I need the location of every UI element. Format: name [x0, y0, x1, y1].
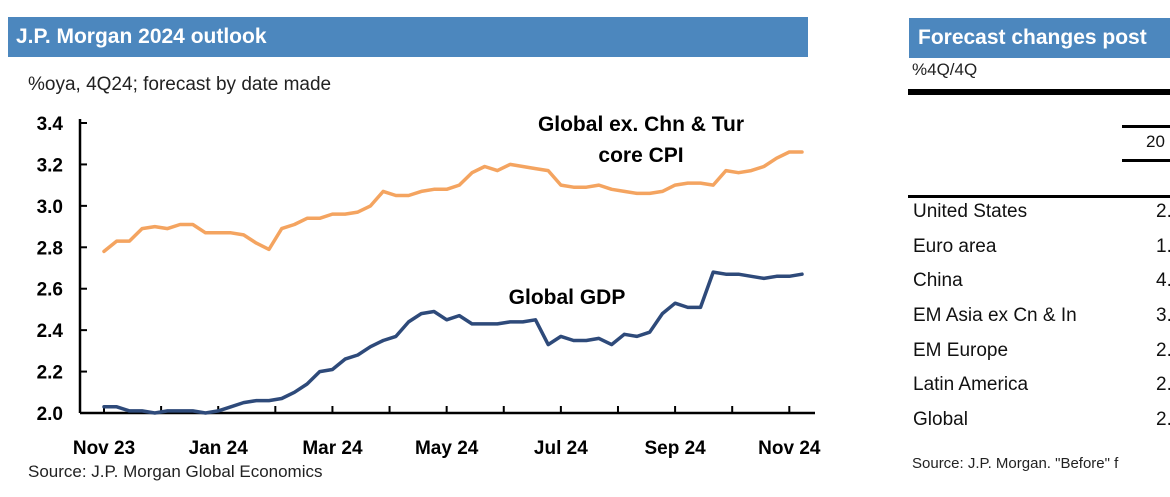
chart-source: Source: J.P. Morgan Global Economics: [28, 462, 323, 481]
series-label: core CPI: [598, 144, 683, 167]
row-value: 4.: [1156, 270, 1170, 291]
x-tick-label: Nov 23: [73, 438, 135, 459]
table-row: EM Asia ex Cn & In 3.: [913, 305, 1170, 335]
x-tick-label: Mar 24: [302, 438, 363, 459]
row-name: Euro area: [913, 236, 997, 257]
table-header-rule: [908, 195, 1170, 198]
y-tick-label: 3.4: [37, 114, 64, 135]
row-name: China: [913, 270, 963, 291]
table-title: Forecast changes post: [918, 26, 1147, 49]
table-title-bar: Forecast changes post: [909, 18, 1170, 58]
y-tick-label: 3.0: [37, 197, 63, 218]
row-name: EM Europe: [913, 340, 1009, 361]
table-row: Euro area 1.: [913, 236, 1170, 266]
year-header-bottom-rule: [1122, 159, 1170, 162]
row-name: Global: [913, 409, 968, 430]
y-tick-label: 2.2: [37, 363, 63, 384]
series-label: Global GDP: [509, 286, 626, 309]
table-row: United States 2.: [913, 201, 1170, 231]
row-value: 2.: [1156, 409, 1170, 430]
row-value: 2.: [1156, 201, 1170, 222]
table-row: EM Europe 2.: [913, 340, 1170, 370]
y-tick-label: 2.0: [37, 404, 63, 425]
table-source: Source: J.P. Morgan. "Before" f: [912, 455, 1119, 472]
y-tick-label: 2.4: [37, 321, 64, 342]
year-header-top-rule: [1122, 125, 1170, 128]
table-top-rule: [908, 89, 1170, 95]
x-tick-label: Jan 24: [189, 438, 249, 459]
table-row: Global 2.: [913, 409, 1170, 439]
row-value: 3.: [1156, 305, 1170, 326]
table-subtitle: %4Q/4Q: [912, 60, 978, 79]
series-label: Global ex. Chn & Tur: [538, 113, 744, 136]
line-chart: 2.0 2.2 2.4 2.6 2.8 3.0 3.2 3.4 Nov 23 Jan 24 Mar…: [37, 113, 821, 459]
row-value: 2.: [1156, 374, 1170, 395]
series-lines: [102, 150, 804, 415]
table-row: China 4.: [913, 270, 1170, 300]
chart-title: J.P. Morgan 2024 outlook: [16, 25, 267, 48]
y-tick-label: 3.2: [37, 155, 63, 176]
global-gdp-line: [102, 270, 804, 415]
row-name: Latin America: [913, 374, 1029, 395]
chart-subtitle: %oya, 4Q24; forecast by date made: [28, 74, 332, 95]
x-tick-label: Jul 24: [534, 438, 588, 459]
chart-title-bar: J.P. Morgan 2024 outlook: [8, 17, 808, 57]
row-value: 1.: [1156, 236, 1170, 257]
core-cpi-line: [102, 150, 804, 254]
x-tick-label: Nov 24: [758, 438, 821, 459]
y-tick-label: 2.8: [37, 238, 63, 259]
year-column-header: 20: [1146, 132, 1165, 151]
table-row: Latin America 2.: [913, 374, 1170, 404]
x-tick-label: Sep 24: [644, 438, 706, 459]
series-labels: Global ex. Chn & Tur core CPI Global GDP: [509, 113, 744, 309]
row-name: United States: [913, 201, 1028, 222]
y-tick-label: 2.6: [37, 280, 63, 301]
x-tick-label: May 24: [415, 438, 479, 459]
row-value: 2.: [1156, 340, 1170, 361]
y-axis-ticks: 2.0 2.2 2.4 2.6 2.8 3.0 3.2 3.4: [37, 114, 87, 425]
row-name: EM Asia ex Cn & In: [913, 305, 1077, 326]
